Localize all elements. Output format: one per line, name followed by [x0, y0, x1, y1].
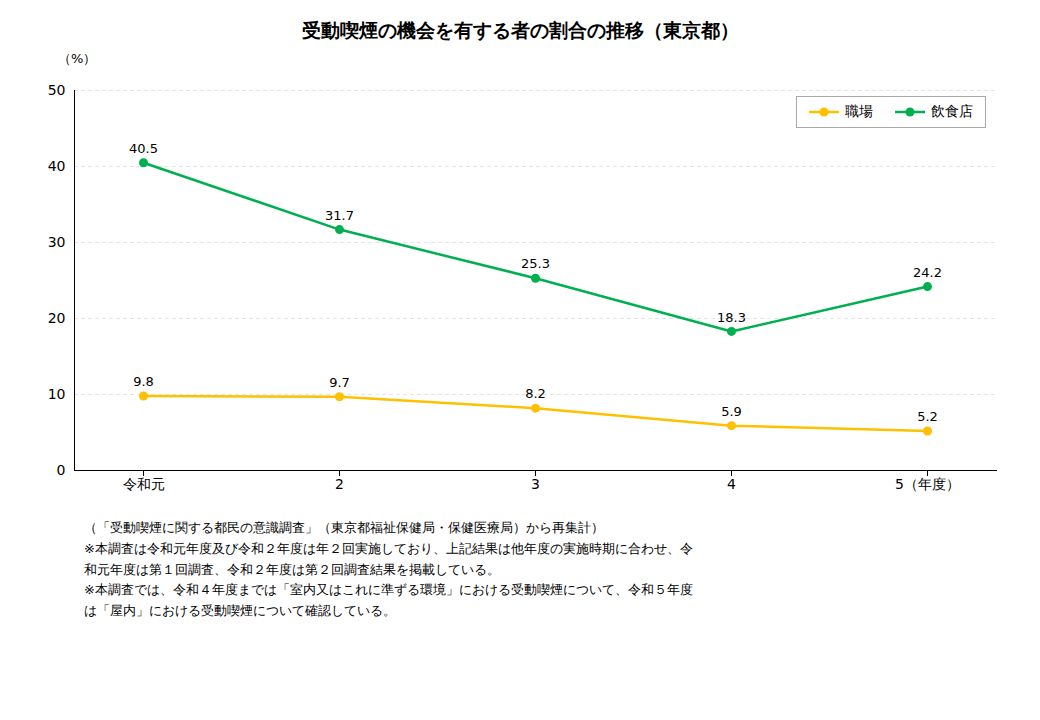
svg-text:2: 2: [335, 476, 344, 492]
svg-text:31.7: 31.7: [325, 208, 354, 223]
svg-text:24.2: 24.2: [913, 265, 942, 280]
svg-text:令和元: 令和元: [123, 476, 165, 492]
html-text:（「受動喫煙に関する都民の意識調査」（東京都福祉保健局・保健: （「受動喫煙に関する都民の意識調査」（東京都福祉保健局・保健医療局）から再集計）: [84, 520, 604, 535]
svg-text:5（年度）: 5（年度）: [895, 476, 960, 492]
svg-text:5.9: 5.9: [721, 404, 742, 419]
svg-text:10: 10: [48, 386, 66, 402]
svg-text:18.3: 18.3: [717, 310, 746, 325]
svg-text:40: 40: [48, 158, 66, 174]
svg-text:5.2: 5.2: [917, 409, 938, 424]
svg-text:9.8: 9.8: [133, 374, 154, 389]
svg-text:4: 4: [727, 476, 736, 492]
svg-text:9.7: 9.7: [329, 375, 350, 390]
svg-text:50: 50: [48, 82, 66, 98]
svg-text:40.5: 40.5: [129, 141, 158, 156]
html-text:飲食店: 飲食店: [931, 103, 973, 119]
html-text:※本調査では、令和４年度までは「室内又はこれに準ずる環境」に: ※本調査では、令和４年度までは「室内又はこれに準ずる環境」における受動喫煙につい…: [84, 582, 693, 598]
svg-text:8.2: 8.2: [525, 386, 546, 401]
html-text:※本調査は令和元年度及び令和２年度は年２回実施しており、上記: ※本調査は令和元年度及び令和２年度は年２回実施しており、上記結果は他年度の実施時…: [84, 540, 693, 556]
svg-text:0: 0: [57, 462, 66, 478]
html-text:受動喫煙の機会を有する者の割合の推移（東京都）: 受動喫煙の機会を有する者の割合の推移（東京都）: [301, 19, 739, 41]
html-text:和元年度は第１回調査、令和２年度は第２回調査結果を掲載してい: 和元年度は第１回調査、令和２年度は第２回調査結果を掲載している。: [84, 561, 500, 577]
svg-text:3: 3: [531, 476, 540, 492]
svg-text:25.3: 25.3: [521, 256, 550, 271]
svg-text:20: 20: [48, 310, 66, 326]
svg-text:30: 30: [48, 234, 66, 250]
html-text:職場: 職場: [845, 103, 873, 119]
html-text:は「屋内」における受動喫煙について確認している。: は「屋内」における受動喫煙について確認している。: [84, 603, 396, 619]
